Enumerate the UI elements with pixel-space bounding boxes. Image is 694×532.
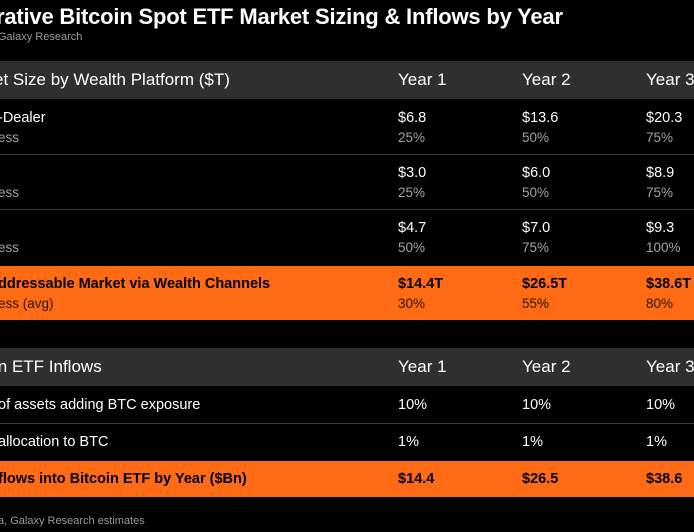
total-value: $14.4 <box>398 471 435 487</box>
total-value: $26.5T <box>522 276 568 292</box>
row-value: $6.8 <box>398 110 427 126</box>
row-value: 1% <box>522 434 543 450</box>
row-value: 10% <box>398 397 428 413</box>
row-value: $13.6 <box>522 110 559 126</box>
row-label: allocation to BTC <box>0 434 109 450</box>
market-header-year-3: Year 3 <box>646 70 694 89</box>
total-sublabel: ess (avg) <box>0 296 54 311</box>
total-value: $38.6 <box>646 471 683 487</box>
total-value: $38.6T <box>646 276 692 292</box>
row-sublabel: ess <box>0 185 20 200</box>
total-label: flows into Bitcoin ETF by Year ($Bn) <box>0 471 247 487</box>
row-subvalue: 75% <box>646 130 674 145</box>
row-value: 1% <box>646 434 667 450</box>
chart-title: rative Bitcoin Spot ETF Market Sizing & … <box>0 4 563 29</box>
row-value: 10% <box>646 397 676 413</box>
market-row-broker-dealer: -Dealer ess $6.8 25% $13.6 50% $20.3 75% <box>0 100 694 155</box>
total-subvalue: 55% <box>522 296 550 311</box>
row-value: $4.7 <box>398 220 427 236</box>
row-subvalue: 75% <box>522 240 550 255</box>
row-value: $8.9 <box>646 165 675 181</box>
market-row-2: ess $3.0 25% $6.0 50% $8.9 75% <box>0 155 694 210</box>
row-label: -Dealer <box>0 110 46 126</box>
inflows-row-assets: of assets adding BTC exposure 10% 10% 10… <box>0 387 694 424</box>
row-sublabel: ess <box>0 130 20 145</box>
inflows-header-year-3: Year 3 <box>646 357 694 376</box>
row-subvalue: 50% <box>398 240 426 255</box>
row-value: 1% <box>398 434 419 450</box>
chart-subtitle: Galaxy Research <box>0 31 83 43</box>
total-label: ddressable Market via Wealth Channels <box>0 276 271 292</box>
market-size-header-label: et Size by Wealth Platform ($T) <box>0 70 230 89</box>
inflows-header-year-2: Year 2 <box>522 357 571 376</box>
row-value: $3.0 <box>398 165 427 181</box>
row-label: of assets adding BTC exposure <box>0 397 201 413</box>
row-value: $7.0 <box>522 220 551 236</box>
row-subvalue: 50% <box>522 185 550 200</box>
market-size-header: et Size by Wealth Platform ($T) Year 1 Y… <box>0 61 694 99</box>
market-header-year-2: Year 2 <box>522 70 571 89</box>
row-value: $20.3 <box>646 110 683 126</box>
row-sublabel: ess <box>0 240 20 255</box>
inflows-total-row: flows into Bitcoin ETF by Year ($Bn) $14… <box>0 461 694 497</box>
row-subvalue: 75% <box>646 185 674 200</box>
total-value: $26.5 <box>522 471 559 487</box>
market-header-year-1: Year 1 <box>398 70 447 89</box>
row-subvalue: 50% <box>522 130 550 145</box>
inflows-header-year-1: Year 1 <box>398 357 447 376</box>
total-subvalue: 30% <box>398 296 426 311</box>
inflows-header-label: in ETF Inflows <box>0 357 102 376</box>
row-subvalue: 100% <box>646 240 681 255</box>
row-value: $6.0 <box>522 165 551 181</box>
market-total-row: ddressable Market via Wealth Channels es… <box>0 266 694 320</box>
row-value: $9.3 <box>646 220 675 236</box>
source-footnote: a, Galaxy Research estimates <box>0 515 145 527</box>
total-subvalue: 80% <box>646 296 674 311</box>
inflows-header: in ETF Inflows Year 1 Year 2 Year 3 <box>0 348 694 386</box>
market-row-3: ess $4.7 50% $7.0 75% $9.3 100% <box>0 210 694 264</box>
inflows-row-allocation: allocation to BTC 1% 1% 1% <box>0 424 694 460</box>
total-value: $14.4T <box>398 276 444 292</box>
row-subvalue: 25% <box>398 185 426 200</box>
row-subvalue: 25% <box>398 130 426 145</box>
row-value: 10% <box>522 397 552 413</box>
